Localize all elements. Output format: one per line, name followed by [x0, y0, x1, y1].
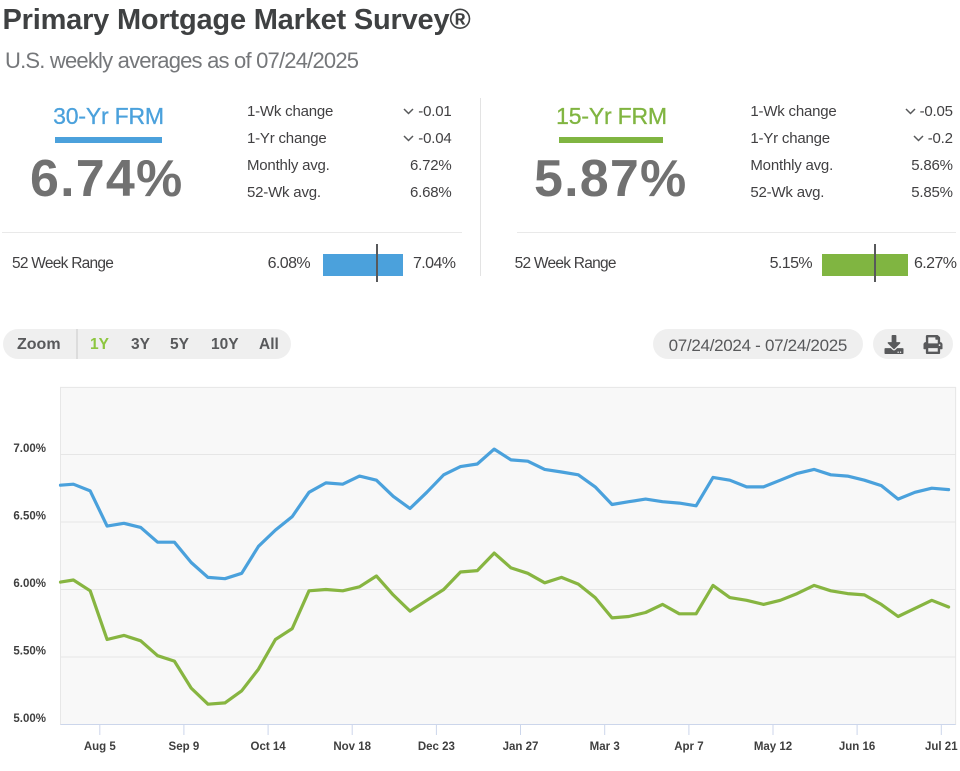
svg-text:5.00%: 5.00%: [13, 713, 46, 725]
svg-text:Aug 5: Aug 5: [84, 741, 117, 753]
svg-text:Sep 9: Sep 9: [169, 741, 200, 753]
svg-text:Jun 16: Jun 16: [839, 741, 875, 753]
svg-text:Oct 14: Oct 14: [251, 741, 287, 753]
svg-text:7.00%: 7.00%: [13, 443, 46, 455]
svg-text:May 12: May 12: [754, 741, 792, 753]
svg-text:5.50%: 5.50%: [13, 645, 46, 657]
svg-text:Jan 27: Jan 27: [503, 741, 539, 753]
svg-text:6.50%: 6.50%: [13, 510, 46, 522]
svg-text:Nov 18: Nov 18: [333, 741, 371, 753]
svg-text:Apr 7: Apr 7: [674, 741, 703, 753]
svg-text:Mar 3: Mar 3: [590, 741, 620, 753]
svg-text:Dec 23: Dec 23: [418, 741, 455, 753]
svg-text:6.00%: 6.00%: [13, 578, 46, 590]
svg-text:Jul 21: Jul 21: [925, 741, 958, 753]
